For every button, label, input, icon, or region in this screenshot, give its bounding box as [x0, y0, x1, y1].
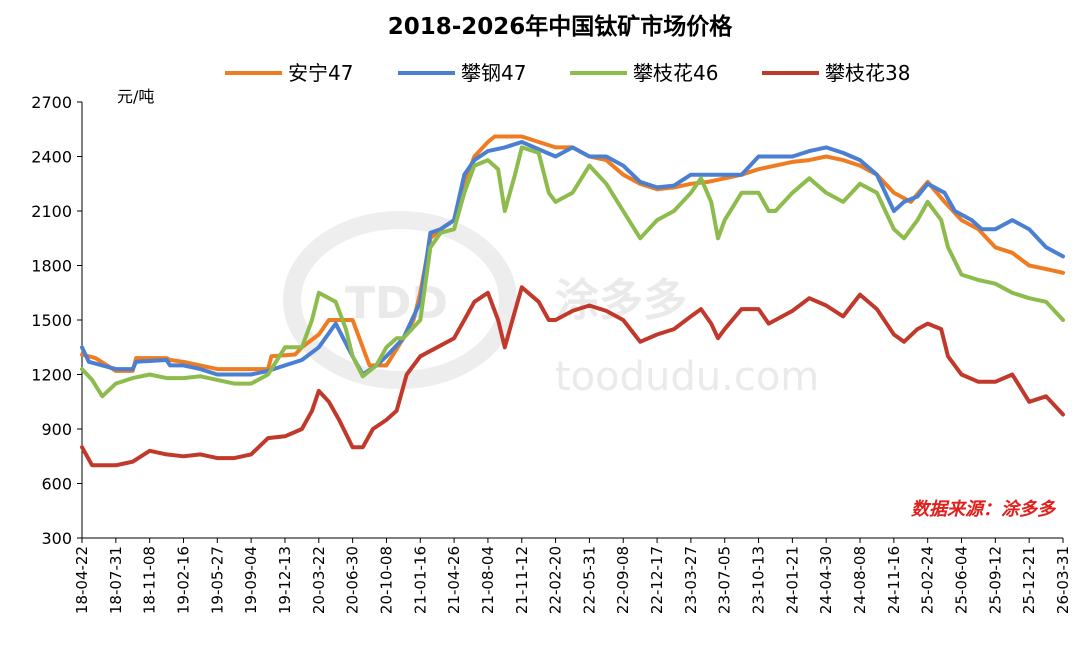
x-tick-label: 21-11-12: [513, 546, 531, 614]
x-tick-label: 23-03-27: [682, 546, 700, 614]
source-note: 数据来源：涂多多: [911, 499, 1057, 520]
y-tick-label: 900: [41, 420, 72, 439]
series-line-1: [80, 134, 1065, 373]
x-tick-label: 23-07-05: [716, 546, 734, 614]
x-tick-label: 26-03-31: [1054, 546, 1072, 614]
x-tick-label: 22-12-17: [648, 546, 666, 614]
x-tick-label: 18-11-08: [141, 546, 159, 614]
series-line-4: [80, 285, 1065, 468]
x-tick-label: 19-09-04: [242, 546, 260, 614]
series-line-2: [80, 140, 1065, 377]
x-tick-label: 24-04-30: [817, 546, 835, 614]
x-tick-label: 21-01-16: [411, 546, 429, 614]
legend-label: 攀枝花46: [633, 61, 718, 85]
chart-title: 2018-2026年中国钛矿市场价格: [388, 13, 734, 40]
x-tick-label: 21-04-26: [445, 546, 463, 614]
x-tick-label: 25-06-04: [953, 546, 971, 614]
y-tick-label: 2700: [31, 93, 72, 112]
x-tick-label: 19-05-27: [208, 546, 226, 614]
y-tick-label: 1800: [31, 257, 72, 276]
y-tick-label: 2400: [31, 148, 72, 167]
y-tick-label: 600: [41, 475, 72, 494]
series-layer: [80, 134, 1065, 468]
x-tick-label: 25-09-12: [986, 546, 1004, 614]
legend-label: 安宁47: [288, 61, 353, 85]
x-tick-label: 20-10-08: [377, 546, 395, 614]
y-axis-unit-label: 元/吨: [117, 87, 154, 106]
watermark-logo-letters: TDD: [345, 278, 448, 329]
series-line-3: [80, 145, 1065, 399]
x-tick-label: 18-07-31: [107, 546, 125, 614]
y-tick-label: 1500: [31, 311, 72, 330]
x-tick-label: 18-04-22: [73, 546, 91, 614]
y-tick-label: 300: [41, 529, 72, 548]
x-tick-label: 19-12-13: [276, 546, 294, 614]
x-tick-label: 25-02-24: [919, 546, 937, 614]
watermark-site: toodudu.com: [555, 354, 819, 400]
x-tick-label: 20-03-22: [310, 546, 328, 614]
y-tick-label: 2100: [31, 202, 72, 221]
watermark-logo-ring: [283, 211, 517, 389]
x-tick-label: 25-12-21: [1020, 546, 1038, 614]
x-tick-label: 24-11-16: [885, 546, 903, 614]
legend-label: 攀枝花38: [825, 61, 910, 85]
x-tick-label: 20-06-30: [344, 546, 362, 614]
x-tick-label: 21-08-04: [479, 546, 497, 614]
legend-label: 攀钢47: [461, 61, 526, 85]
x-tick-label: 22-09-08: [614, 546, 632, 614]
watermark: TDD 涂多多 toodudu.com: [283, 211, 819, 400]
y-tick-label: 1200: [31, 366, 72, 385]
x-tick-label: 23-10-13: [750, 546, 768, 614]
x-tick-label: 19-02-16: [174, 546, 192, 614]
x-tick-label: 22-02-20: [547, 546, 565, 614]
axes: 2700 2400 2100 1800 1500 1200 900 600 30018-04-2…: [31, 93, 1072, 614]
x-tick-label: 24-01-21: [783, 546, 801, 614]
legend: 安宁47 攀钢47 攀枝花46 攀枝花38: [225, 61, 910, 85]
x-tick-label: 22-05-31: [580, 546, 598, 614]
x-tick-label: 24-08-08: [851, 546, 869, 614]
